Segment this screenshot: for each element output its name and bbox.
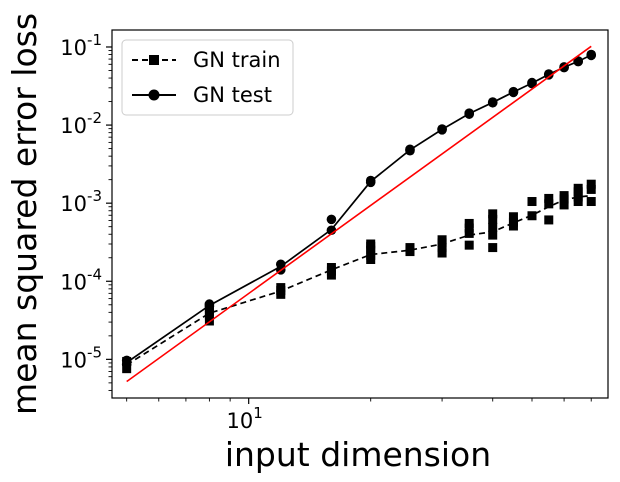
data-point-gn-train: [488, 230, 498, 240]
y-tick-label-exponent: -2: [87, 109, 102, 127]
data-point-gn-train: [527, 211, 537, 221]
data-point-gn-train: [573, 197, 583, 207]
y-tick-label: 10-2: [60, 109, 102, 138]
data-point-gn-train: [405, 243, 415, 253]
y-tick-label-exponent: -4: [87, 265, 102, 283]
data-point-gn-train: [559, 200, 569, 210]
x-tick-label-base: 10: [227, 409, 254, 433]
legend-train-marker: [149, 55, 159, 65]
data-point-gn-test: [204, 299, 215, 309]
series-gn-train: [122, 179, 596, 374]
series-line-reference: [126, 45, 592, 383]
x-tick-label: 101: [227, 404, 263, 433]
y-tick-label: 10-4: [60, 265, 102, 294]
data-point-gn-test: [586, 49, 597, 60]
data-point-gn-train: [437, 243, 447, 253]
series-gn-test: [121, 49, 597, 369]
y-tick-label-exponent: -1: [87, 31, 102, 49]
data-point-gn-train: [464, 218, 474, 228]
data-point-gn-test: [405, 144, 415, 155]
data-point-gn-test: [326, 214, 337, 225]
data-point-gn-train: [527, 197, 537, 207]
data-point-gn-train: [326, 263, 336, 273]
data-point-gn-test: [121, 355, 132, 366]
y-tick-label-base: 10: [60, 270, 87, 294]
data-point-gn-train: [464, 228, 474, 238]
data-point-gn-train: [544, 199, 554, 209]
data-point-gn-train: [366, 239, 376, 249]
data-point-gn-train: [488, 243, 498, 253]
y-tick-label: 10-3: [60, 187, 102, 216]
data-point-gn-test: [365, 175, 376, 186]
data-point-gn-test: [508, 86, 519, 97]
y-tick-label-base: 10: [60, 114, 87, 138]
legend: GN train GN test: [121, 39, 294, 116]
y-tick-label-exponent: -3: [87, 187, 102, 205]
legend-box: [121, 39, 294, 116]
x-axis-label: input dimension: [225, 435, 491, 474]
series-reference: [126, 45, 592, 383]
data-point-gn-train: [276, 283, 286, 293]
plot-frame: [111, 29, 609, 399]
data-point-gn-test: [437, 124, 447, 134]
data-point-gn-train: [508, 217, 518, 227]
data-point-gn-train: [586, 197, 596, 207]
data-point-gn-train: [573, 192, 583, 202]
y-tick-label-base: 10: [60, 348, 87, 372]
data-point-gn-train: [488, 222, 498, 232]
data-point-gn-train: [586, 179, 596, 189]
legend-train-label: GN train: [193, 48, 281, 72]
data-point-gn-train: [586, 184, 596, 194]
data-point-gn-train: [488, 209, 498, 219]
data-point-gn-train: [437, 235, 447, 245]
data-point-gn-test: [275, 259, 286, 270]
y-axis-label: mean squared error loss: [5, 13, 44, 415]
series-line-gn-train: [126, 194, 592, 366]
y-tick-label-base: 10: [60, 192, 87, 216]
data-point-gn-train: [366, 250, 376, 260]
series-layer: [121, 45, 597, 383]
data-point-gn-test: [487, 97, 498, 107]
data-point-gn-train: [464, 240, 474, 250]
y-tick-label-exponent: -5: [87, 343, 102, 361]
data-point-gn-train: [488, 214, 498, 224]
data-point-gn-test: [464, 108, 475, 118]
data-point-gn-train: [508, 212, 518, 222]
y-tick-label: 10-1: [60, 31, 102, 60]
data-point-gn-test: [527, 77, 537, 88]
x-tick-label-exponent: 1: [253, 404, 263, 422]
data-point-gn-test: [573, 56, 583, 66]
data-point-gn-train: [544, 193, 554, 203]
data-point-gn-test: [543, 69, 554, 79]
data-point-gn-train: [544, 215, 554, 225]
data-point-gn-train: [437, 248, 447, 258]
y-tick-label-base: 10: [60, 36, 87, 60]
y-tick-label: 10-5: [60, 343, 102, 372]
data-point-gn-train: [464, 223, 474, 233]
data-point-gn-train: [573, 183, 583, 193]
legend-test-label: GN test: [193, 83, 272, 107]
legend-test-marker: [148, 89, 160, 101]
data-point-gn-train: [559, 191, 569, 201]
